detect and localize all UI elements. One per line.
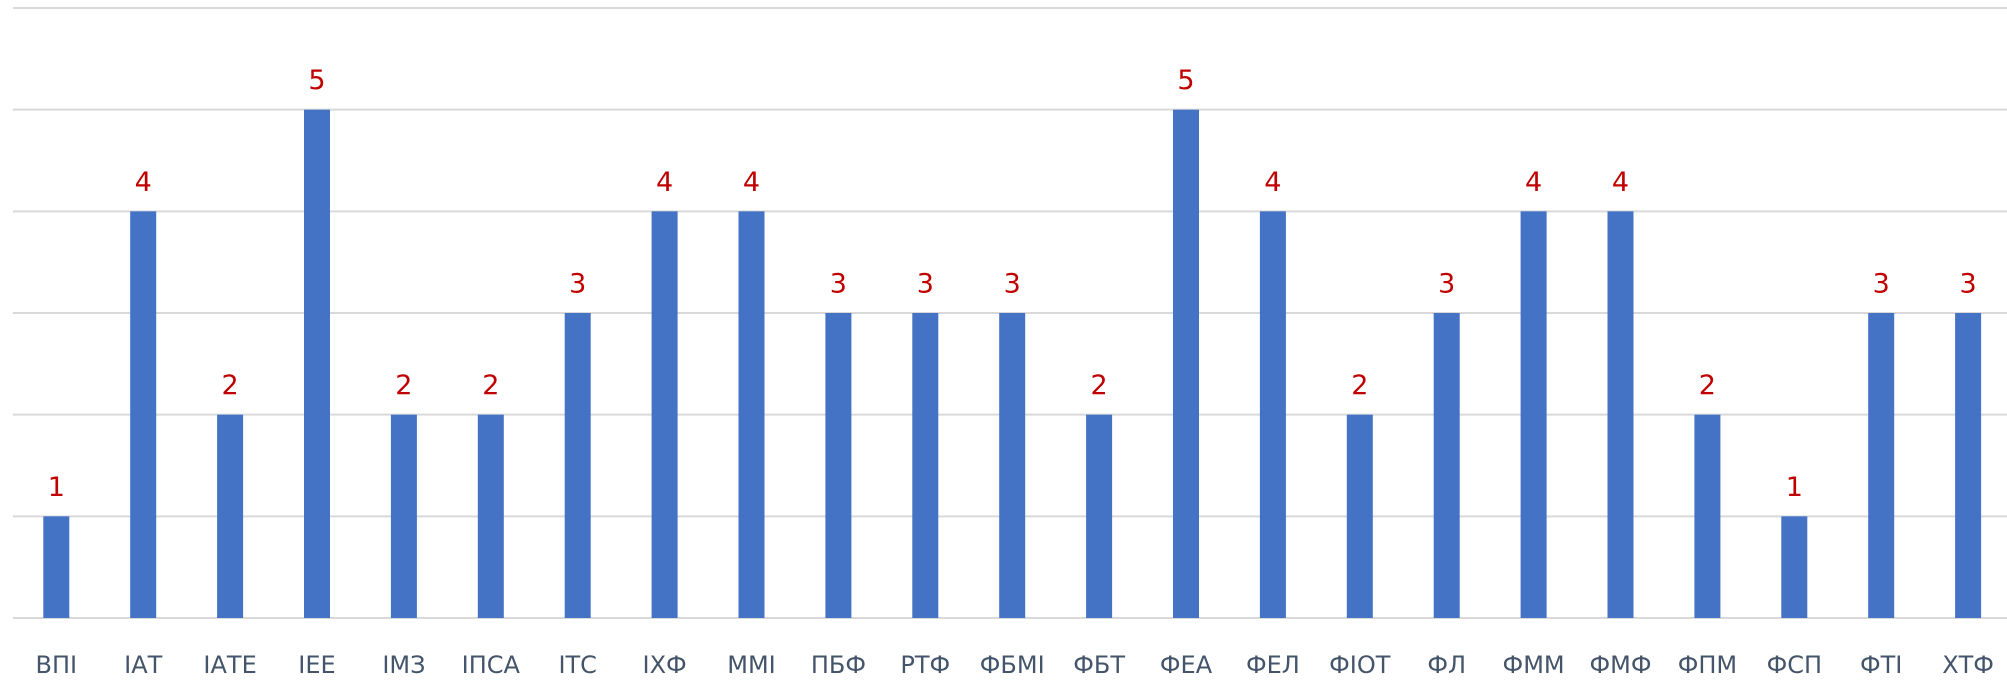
bar <box>1607 211 1634 619</box>
bar <box>1694 414 1721 618</box>
bar <box>999 313 1026 618</box>
bar <box>564 313 591 618</box>
data-label: 3 <box>1438 269 1455 300</box>
data-label: 4 <box>1525 167 1542 198</box>
bar <box>1955 313 1982 618</box>
x-tick-label: ІХФ <box>643 651 687 679</box>
x-tick-label: ФБТ <box>1073 651 1125 679</box>
x-tick-label: ММІ <box>727 651 776 679</box>
x-tick-label: ІПСА <box>462 651 521 679</box>
x-tick-label: ІТС <box>558 651 597 679</box>
data-label: 2 <box>1351 370 1368 401</box>
x-tick-label: ФБМІ <box>980 651 1045 679</box>
bar <box>1346 414 1373 618</box>
x-tick-label: ПБФ <box>811 651 866 679</box>
x-tick-label: ФСП <box>1767 651 1822 679</box>
data-label: 2 <box>482 370 499 401</box>
bar <box>1259 211 1286 619</box>
data-label: 4 <box>1264 167 1281 198</box>
bar <box>477 414 504 618</box>
x-tick-label: ВПІ <box>36 651 78 679</box>
data-label: 3 <box>917 269 934 300</box>
x-tick-label: ХТФ <box>1942 651 1994 679</box>
bar <box>1086 414 1113 618</box>
data-label: 4 <box>1612 167 1629 198</box>
x-tick-label: ФМФ <box>1589 651 1651 679</box>
data-label: 3 <box>1004 269 1021 300</box>
data-label: 2 <box>1699 370 1716 401</box>
data-label: 3 <box>569 269 586 300</box>
data-label: 5 <box>308 65 325 96</box>
bar <box>1520 211 1547 619</box>
bar <box>912 313 939 618</box>
x-tick-label: ФЛ <box>1427 651 1466 679</box>
data-label: 1 <box>48 472 65 503</box>
bar <box>130 211 157 619</box>
bar <box>217 414 244 618</box>
data-label: 4 <box>656 167 673 198</box>
x-tick-label: ФПМ <box>1678 651 1737 679</box>
bar <box>825 313 852 618</box>
bar <box>738 211 765 619</box>
x-tick-label: ІЕЕ <box>298 651 335 679</box>
x-tick-label: ФЕА <box>1160 651 1213 679</box>
x-tick-label: ІАТ <box>124 651 162 679</box>
bar <box>1433 313 1460 618</box>
bar <box>1173 109 1199 619</box>
x-tick-label: ФІОТ <box>1329 651 1391 679</box>
data-label: 4 <box>743 167 760 198</box>
bar <box>1781 516 1808 618</box>
x-tick-label: ІАТЕ <box>203 651 256 679</box>
bar <box>43 516 70 618</box>
bar <box>304 109 330 619</box>
x-tick-label: ФТІ <box>1860 651 1902 679</box>
data-label: 3 <box>830 269 847 300</box>
data-label: 5 <box>1177 65 1194 96</box>
data-label: 2 <box>395 370 412 401</box>
bar <box>651 211 678 619</box>
x-tick-label: ІМЗ <box>382 651 425 679</box>
x-tick-label: ФЕЛ <box>1246 651 1300 679</box>
bar <box>1868 313 1895 618</box>
data-label: 4 <box>135 167 152 198</box>
data-label: 2 <box>1091 370 1108 401</box>
x-tick-label: ФММ <box>1503 651 1565 679</box>
data-label: 3 <box>1873 269 1890 300</box>
x-tick-label: РТФ <box>900 651 950 679</box>
data-label: 2 <box>222 370 239 401</box>
bar <box>390 414 417 618</box>
data-label: 1 <box>1786 472 1803 503</box>
data-label: 3 <box>1960 269 1977 300</box>
